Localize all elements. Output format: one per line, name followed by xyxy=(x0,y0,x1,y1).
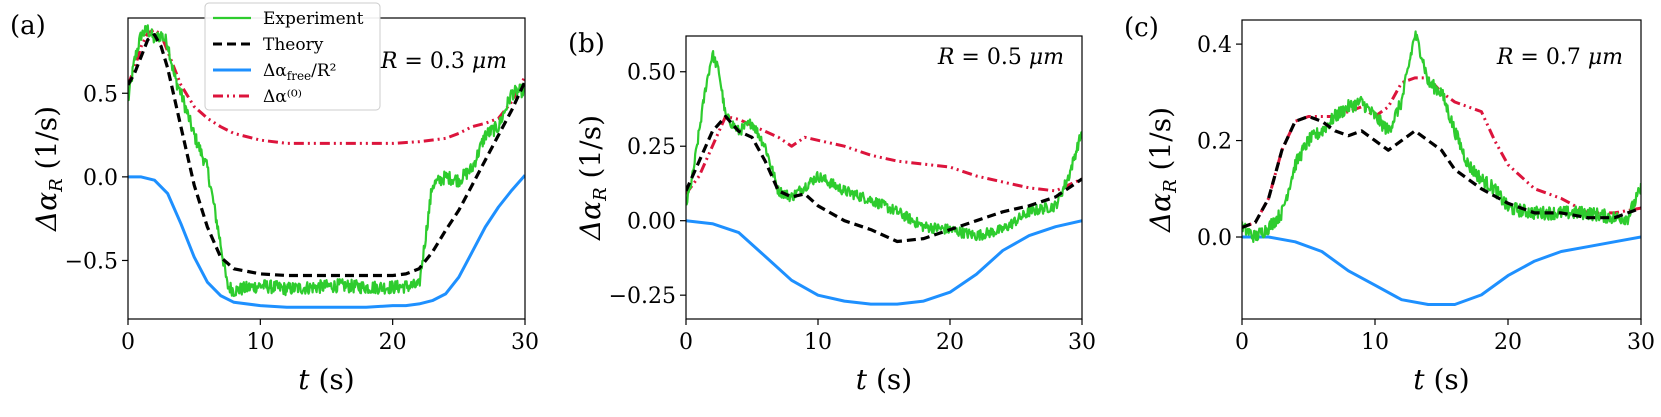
x-tick-label: 10 xyxy=(1361,330,1389,355)
series-line-experiment xyxy=(128,24,525,298)
series-line-experiment xyxy=(1242,30,1641,243)
y-tick-label: 0.0 xyxy=(1197,226,1232,251)
x-tick-label: 20 xyxy=(1494,330,1522,355)
panel-2: 0 10 20 30 −0.25 0.00 0.25 0.50 t (s) ΔαR (1/s) (b… xyxy=(568,29,1096,396)
series-line-free xyxy=(1242,235,1641,306)
series-line-theory xyxy=(686,114,1082,244)
y-tick-label: 0.4 xyxy=(1197,33,1232,58)
panel-3: 0 10 20 30 0.0 0.2 0.4 t (s) ΔαR (1/s) (c) R = 0.7… xyxy=(1124,13,1655,396)
panel-label: (b) xyxy=(568,29,605,59)
series-line-free xyxy=(686,219,1082,306)
radius-annotation: R = 0.7 μm xyxy=(1496,45,1623,70)
x-tick-label: 10 xyxy=(804,330,832,355)
axes-frame xyxy=(1241,19,1642,320)
legend-label-zero: Δα⁽⁰⁾ xyxy=(263,87,302,107)
y-axis-label: ΔαR (1/s) xyxy=(1144,107,1181,233)
panels: 0 10 20 30 −0.5 0.0 0.5 t (s) ΔαR (1/s) (a) R = 0.… xyxy=(10,11,1655,396)
x-axis-label: t (s) xyxy=(1413,363,1469,396)
radius-annotation: R = 0.5 μm xyxy=(937,45,1064,70)
x-tick-label: 20 xyxy=(936,330,964,355)
series-line-zero xyxy=(1242,76,1641,229)
legend: Experiment Theory Δαfree/R² Δα⁽⁰⁾ xyxy=(204,2,381,111)
x-axis-label: t (s) xyxy=(298,363,354,396)
y-tick-label: 0.5 xyxy=(83,82,118,107)
x-tick-label: 0 xyxy=(121,330,135,355)
legend-label-experiment: Experiment xyxy=(263,9,364,29)
panel-label: (a) xyxy=(10,11,46,41)
series-group xyxy=(1242,30,1641,306)
y-tick-label: 0.25 xyxy=(627,135,676,160)
x-tick-label: 10 xyxy=(246,330,274,355)
x-tick-label: 0 xyxy=(1235,330,1249,355)
legend-label-free: Δαfree/R² xyxy=(263,61,337,83)
y-axis-label: ΔαR (1/s) xyxy=(574,115,611,241)
y-tick-label: 0.50 xyxy=(627,61,676,86)
y-tick-label: −0.5 xyxy=(65,249,118,274)
y-tick-label: 0.00 xyxy=(627,210,676,235)
legend-label-theory: Theory xyxy=(263,35,324,55)
panel-label: (c) xyxy=(1124,13,1159,43)
y-tick-label: 0.2 xyxy=(1197,130,1232,155)
x-tick-label: 30 xyxy=(1627,330,1655,355)
x-tick-label: 0 xyxy=(679,330,693,355)
x-tick-label: 30 xyxy=(1068,330,1096,355)
x-tick-label: 20 xyxy=(379,330,407,355)
series-line-theory xyxy=(128,33,525,278)
series-line-zero xyxy=(686,114,1082,195)
series-group xyxy=(686,50,1082,306)
series-line-experiment xyxy=(686,50,1082,242)
panel-1: 0 10 20 30 −0.5 0.0 0.5 t (s) ΔαR (1/s) (a) R = 0.… xyxy=(10,11,539,396)
radius-annotation: R = 0.3 μm xyxy=(380,49,507,74)
y-axis-label: ΔαR (1/s) xyxy=(30,106,67,232)
series-line-theory xyxy=(1242,114,1641,229)
y-tick-label: −0.25 xyxy=(609,284,676,309)
x-tick-label: 30 xyxy=(511,330,539,355)
axes-frame xyxy=(685,35,1083,320)
series-group xyxy=(128,24,525,309)
x-axis-label: t (s) xyxy=(856,363,912,396)
y-tick-label: 0.0 xyxy=(83,166,118,191)
series-line-free xyxy=(128,174,525,309)
legend-box xyxy=(204,2,381,111)
